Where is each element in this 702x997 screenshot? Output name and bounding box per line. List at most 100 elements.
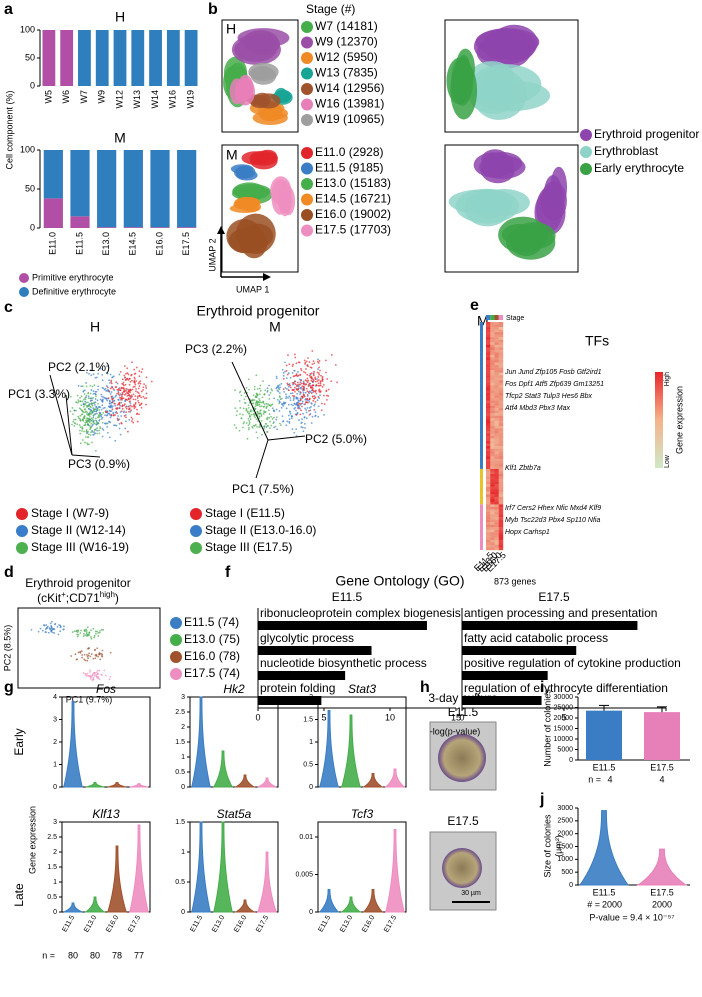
heatmap-cell bbox=[494, 347, 499, 351]
legend-swatch bbox=[190, 508, 202, 520]
count-label: 78 bbox=[112, 950, 122, 960]
cell-point bbox=[260, 419, 263, 422]
cell-point bbox=[313, 362, 316, 365]
heatmap-cell bbox=[498, 542, 504, 546]
y-tick-label: 100 bbox=[20, 144, 35, 154]
cell-point bbox=[134, 372, 137, 375]
cell-point bbox=[83, 658, 86, 661]
cell-point bbox=[138, 413, 140, 416]
cell-point bbox=[102, 429, 105, 431]
heatmap-cell bbox=[498, 372, 504, 376]
legend-label: E11.0 (2928) bbox=[315, 145, 384, 159]
cell-point bbox=[278, 392, 281, 394]
cell-point bbox=[253, 385, 256, 388]
heatmap-cell bbox=[490, 385, 495, 389]
cell-point bbox=[96, 429, 99, 432]
cell-point bbox=[260, 415, 263, 417]
text-part: ;CD71 bbox=[66, 591, 100, 605]
cell-point bbox=[247, 404, 250, 407]
cell-point bbox=[248, 421, 251, 424]
cell-point bbox=[101, 435, 104, 438]
count-label: 77 bbox=[134, 950, 144, 960]
x-tick-label: W19 bbox=[185, 90, 195, 109]
cell-point bbox=[128, 410, 130, 413]
cell-point bbox=[95, 410, 98, 412]
y-tick-label: 0 bbox=[309, 909, 313, 916]
colorbar-label: High bbox=[664, 372, 671, 387]
heatmap-cell bbox=[490, 365, 495, 368]
heatmap-cell bbox=[498, 522, 504, 525]
cell-point bbox=[110, 382, 113, 385]
legend-label: E16.0 (19002) bbox=[315, 207, 391, 221]
cell-point bbox=[290, 417, 293, 419]
cell-point bbox=[128, 393, 130, 396]
legend-swatch bbox=[170, 634, 182, 646]
cell-point bbox=[311, 395, 314, 398]
cell-point bbox=[85, 419, 87, 422]
x-tick-label: E16.0 bbox=[154, 232, 164, 256]
cell-point bbox=[300, 405, 303, 408]
cell-point bbox=[301, 426, 304, 429]
heatmap-cell bbox=[498, 474, 504, 477]
cell-point bbox=[81, 430, 83, 432]
heatmap-cell bbox=[490, 474, 495, 477]
x-tick-label: E17.5 bbox=[255, 914, 270, 933]
x-tick-label: E14.5 bbox=[128, 232, 138, 256]
heatmap-cell bbox=[498, 365, 504, 368]
umap-cluster bbox=[231, 34, 281, 65]
cell-point bbox=[311, 415, 314, 418]
cell-point bbox=[276, 398, 279, 401]
cell-point bbox=[334, 364, 337, 366]
violin bbox=[362, 889, 384, 913]
heatmap-cell bbox=[498, 367, 504, 371]
cell-point bbox=[69, 395, 72, 398]
cell-point bbox=[114, 439, 117, 442]
legend-label: E11.5 (9185) bbox=[315, 161, 384, 175]
cell-point bbox=[136, 391, 139, 394]
cell-point bbox=[311, 380, 314, 383]
cell-point bbox=[92, 416, 95, 419]
heatmap-cell bbox=[494, 380, 499, 383]
legend-label: W19 (10965) bbox=[315, 112, 384, 126]
x-tick-label: 15 bbox=[451, 712, 461, 722]
y-tick-label: 1 bbox=[309, 739, 313, 746]
cell-point bbox=[77, 384, 80, 387]
heatmap-cell bbox=[494, 433, 499, 437]
cell-point bbox=[128, 418, 131, 421]
cell-point bbox=[313, 395, 316, 397]
heatmap-cell bbox=[486, 438, 491, 442]
cell-point bbox=[323, 413, 325, 416]
heatmap-cell bbox=[494, 476, 499, 480]
cell-point bbox=[50, 626, 53, 628]
y-tick-label: 0 bbox=[30, 80, 35, 90]
heatmap-cell bbox=[490, 524, 495, 528]
cell-point bbox=[91, 418, 94, 421]
count-label: 2000 bbox=[652, 899, 672, 909]
cell-point bbox=[286, 373, 289, 376]
cell-point bbox=[87, 436, 90, 439]
cell-point bbox=[112, 375, 115, 378]
cell-point bbox=[104, 410, 107, 413]
cell-point bbox=[118, 403, 121, 406]
heatmap-cell bbox=[494, 522, 499, 525]
x-tick-label: E16.0 bbox=[233, 914, 248, 933]
heatmap-cell bbox=[498, 405, 504, 409]
cell-point bbox=[126, 399, 129, 401]
cell-point bbox=[101, 421, 104, 424]
umap-cluster bbox=[241, 201, 262, 213]
heatmap-cell bbox=[490, 395, 495, 399]
cell-point bbox=[314, 378, 317, 381]
heatmap-cell bbox=[486, 344, 491, 348]
y-tick-label: 1 bbox=[53, 761, 57, 768]
y-tick-label: 0.5 bbox=[175, 879, 185, 886]
cell-point bbox=[51, 627, 54, 630]
cell-point bbox=[267, 403, 270, 406]
cell-point bbox=[285, 377, 288, 380]
heatmap-cell bbox=[498, 506, 504, 510]
cell-point bbox=[74, 418, 77, 421]
cell-point bbox=[311, 389, 314, 392]
heatmap-cell bbox=[494, 428, 499, 432]
heatmap-cell bbox=[498, 420, 504, 424]
category-label: ribonucleoprotein complex biogenesis bbox=[260, 606, 461, 620]
cell-point bbox=[242, 407, 245, 410]
